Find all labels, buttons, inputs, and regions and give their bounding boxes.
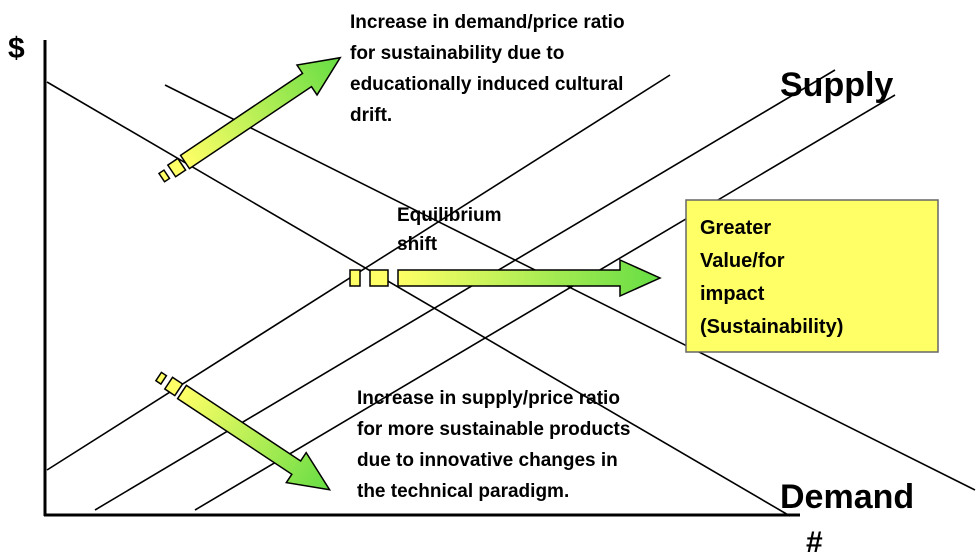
box-line: Value/for [700,250,785,272]
arrow-supply [154,371,332,491]
y-axis-label: $ [8,32,25,65]
axes [43,40,800,517]
box-line: impact [700,283,765,305]
annotation-line: for more sustainable products [357,419,630,440]
annotation-line: educationally induced cultural [350,74,623,95]
annotation-line: for sustainability due to [350,43,564,64]
demand-label: Demand [780,478,914,516]
annotation-line: due to innovative changes in [357,450,618,471]
box-frame [685,199,939,353]
box-line: (Sustainability) [700,316,843,338]
annotation-line: Increase in demand/price ratio [350,12,625,33]
supply-label: Supply [780,66,893,104]
arrow-demand [157,56,342,183]
annotation-line: shift [397,234,438,255]
annotation-line: the technical paradigm. [357,481,569,502]
annotation-line: Increase in supply/price ratio [357,388,620,409]
x-axis-label: # [806,526,823,555]
annotation-line: Equilibrium [397,205,502,226]
arrow-equilibrium [349,258,662,298]
box-line: Greater [700,217,771,239]
annotation-line: drift. [350,105,392,126]
